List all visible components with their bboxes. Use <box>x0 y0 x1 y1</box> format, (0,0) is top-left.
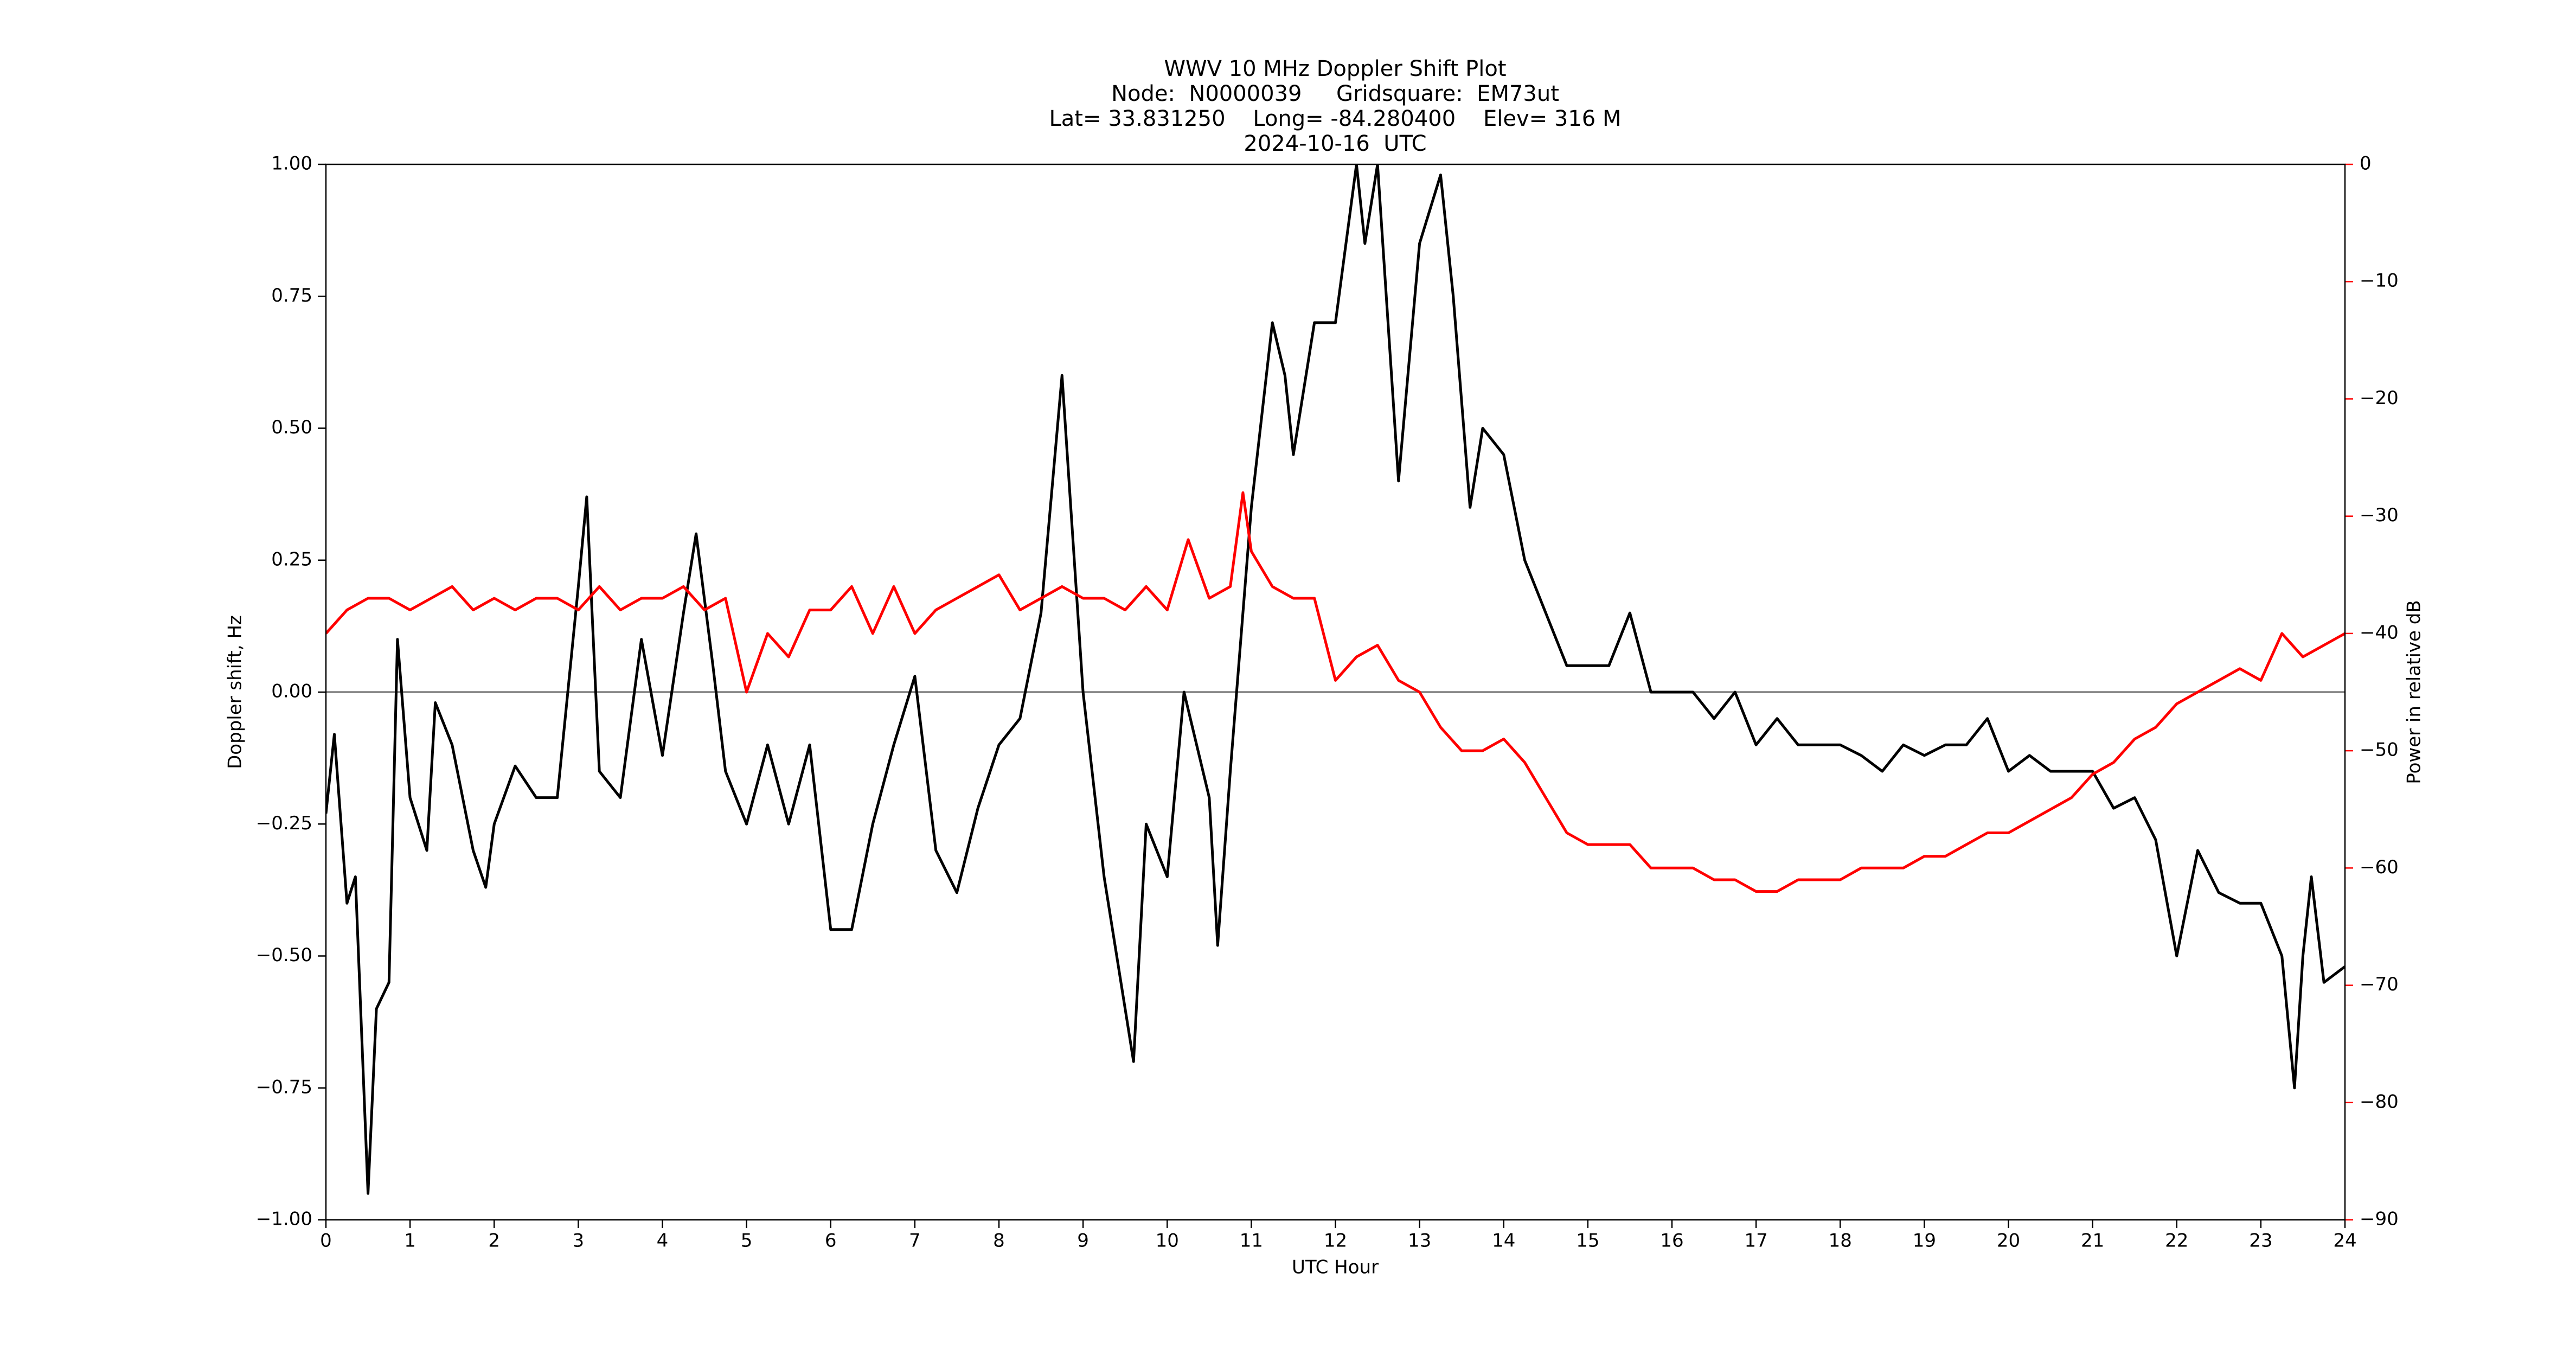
y-tick-label: −0.50 <box>256 944 312 966</box>
x-tick-label: 15 <box>1576 1230 1599 1252</box>
x-tick-label: 11 <box>1240 1230 1263 1252</box>
y2-tick-label: −10 <box>2360 270 2399 292</box>
y2-tick-label: −90 <box>2360 1208 2399 1230</box>
x-tick-label: 23 <box>2249 1230 2272 1252</box>
y2-axis-label: Power in relative dB <box>2404 600 2425 784</box>
y-axis-label: Doppler shift, Hz <box>225 615 246 769</box>
x-tick-label: 1 <box>404 1230 416 1252</box>
x-tick-label: 5 <box>741 1230 753 1252</box>
x-tick-label: 12 <box>1324 1230 1347 1252</box>
y2-tick-label: 0 <box>2360 153 2372 175</box>
y2-tick-label: −20 <box>2360 387 2399 409</box>
y-tick-label: 0.50 <box>271 417 312 438</box>
y2-tick-label: −40 <box>2360 622 2399 643</box>
y2-tick-label: −80 <box>2360 1091 2399 1112</box>
x-tick-label: 2 <box>488 1230 500 1252</box>
chart-title: WWV 10 MHz Doppler Shift Plot <box>1164 56 1506 81</box>
y-tick-label: 0.00 <box>271 681 312 702</box>
x-tick-label: 6 <box>825 1230 837 1252</box>
x-tick-label: 0 <box>320 1230 332 1252</box>
chart-subtitle: 2024-10-16 UTC <box>1244 131 1426 156</box>
y2-tick-label: −60 <box>2360 856 2399 878</box>
x-tick-label: 16 <box>1660 1230 1683 1252</box>
plot-frame <box>325 163 2346 1221</box>
y-tick-label: 0.25 <box>271 548 312 570</box>
x-tick-label: 21 <box>2081 1230 2104 1252</box>
x-tick-label: 14 <box>1492 1230 1515 1252</box>
chart-subtitle: Node: N0000039 Gridsquare: EM73ut <box>1111 81 1559 106</box>
y-tick-label: 1.00 <box>271 153 312 175</box>
x-tick-label: 17 <box>1744 1230 1767 1252</box>
data-line <box>326 164 2345 1195</box>
x-tick-label: 9 <box>1077 1230 1089 1252</box>
x-tick-label: 20 <box>1997 1230 2020 1252</box>
y-tick-label: −1.00 <box>256 1208 312 1230</box>
x-tick-label: 24 <box>2333 1230 2356 1252</box>
y2-tick-label: −30 <box>2360 504 2399 526</box>
y2-tick-label: −50 <box>2360 739 2399 761</box>
y-tick-label: −0.75 <box>256 1076 312 1098</box>
x-tick-label: 8 <box>993 1230 1005 1252</box>
x-tick-label: 7 <box>909 1230 921 1252</box>
x-axis-label: UTC Hour <box>1292 1257 1379 1278</box>
data-line <box>326 491 2345 893</box>
x-tick-label: 19 <box>1913 1230 1936 1252</box>
x-tick-label: 13 <box>1408 1230 1431 1252</box>
x-tick-label: 10 <box>1156 1230 1179 1252</box>
x-tick-label: 22 <box>2165 1230 2188 1252</box>
x-tick-label: 18 <box>1829 1230 1852 1252</box>
y-tick-label: 0.75 <box>271 285 312 306</box>
x-tick-label: 4 <box>657 1230 669 1252</box>
x-tick-label: 3 <box>573 1230 585 1252</box>
chart-subtitle: Lat= 33.831250 Long= -84.280400 Elev= 31… <box>1049 106 1622 131</box>
y-tick-label: −0.25 <box>256 813 312 834</box>
y2-tick-label: −70 <box>2360 974 2399 995</box>
